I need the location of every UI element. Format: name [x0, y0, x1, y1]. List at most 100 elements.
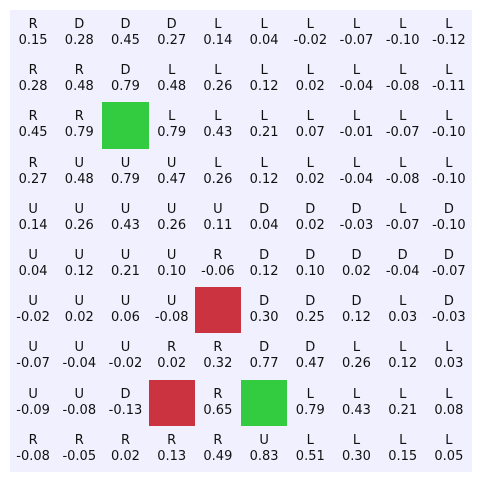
- value-label: 0.32: [203, 356, 233, 372]
- grid-cell: U -0.02: [10, 287, 56, 333]
- value-label: -0.01: [339, 125, 374, 141]
- value-label: 0.10: [157, 264, 187, 280]
- value-label: 0.02: [157, 356, 187, 372]
- value-label: 0.47: [157, 171, 187, 187]
- value-label: -0.09: [16, 402, 50, 418]
- grid-cell: D 0.12: [241, 241, 287, 287]
- grid-cell: L -0.07: [333, 10, 379, 56]
- value-label: 0.02: [295, 217, 325, 233]
- action-label: L: [306, 63, 314, 79]
- value-label: -0.08: [385, 79, 420, 95]
- value-label: 0.12: [388, 356, 418, 372]
- action-label: U: [259, 432, 269, 448]
- grid-cell: U 0.14: [10, 195, 56, 241]
- grid-cell: L 0.02: [287, 149, 333, 195]
- action-label: R: [74, 432, 84, 448]
- action-label: L: [260, 109, 268, 125]
- grid-cell: D 0.45: [102, 10, 148, 56]
- grid-cell: R -0.06: [195, 241, 241, 287]
- action-label: U: [120, 155, 131, 171]
- action-label: R: [28, 155, 38, 171]
- value-label: 0.11: [203, 217, 233, 233]
- action-label: L: [168, 63, 176, 79]
- grid-cell: L 0.02: [287, 56, 333, 102]
- value-label: 0.45: [111, 33, 140, 49]
- grid-cell: D 0.28: [56, 10, 102, 56]
- grid-cell: D -0.03: [426, 287, 472, 333]
- action-label: R: [28, 63, 38, 79]
- action-label: U: [166, 201, 177, 217]
- grid-cell: U 0.21: [102, 241, 148, 287]
- value-label: 0.04: [249, 33, 279, 49]
- action-label: D: [74, 17, 85, 33]
- value-label: -0.02: [16, 310, 50, 326]
- goal-cell: [102, 102, 149, 149]
- grid-cell: U 0.02: [56, 287, 102, 333]
- grid-cell: R 0.79: [56, 102, 102, 148]
- grid-cell: U 0.79: [102, 149, 148, 195]
- value-label: 0.43: [342, 402, 371, 418]
- action-label: L: [260, 155, 268, 171]
- grid-cell: U -0.09: [10, 380, 56, 426]
- grid-cell: R 0.49: [195, 426, 241, 472]
- action-label: L: [352, 155, 361, 171]
- value-label: -0.11: [432, 79, 466, 95]
- value-label: 0.28: [64, 33, 94, 49]
- value-label: 0.05: [434, 448, 464, 464]
- action-label: U: [166, 155, 177, 171]
- value-label: -0.10: [432, 171, 466, 187]
- grid-cell: R 0.28: [10, 56, 56, 102]
- grid-cell: L 0.03: [426, 333, 472, 379]
- value-label: 0.02: [295, 79, 325, 95]
- action-label: U: [28, 386, 38, 402]
- action-label: L: [214, 17, 222, 33]
- value-label: -0.04: [62, 356, 97, 372]
- action-label: U: [28, 294, 38, 310]
- action-label: U: [120, 294, 131, 310]
- grid-cell: U 0.04: [10, 241, 56, 287]
- grid-cell: D 0.27: [149, 10, 195, 56]
- action-label: R: [213, 386, 223, 402]
- action-label: L: [399, 17, 407, 33]
- value-label: 0.79: [295, 402, 325, 418]
- action-label: U: [28, 248, 38, 264]
- action-label: D: [259, 340, 270, 356]
- grid-cell: L 0.04: [241, 10, 287, 56]
- action-label: U: [166, 294, 177, 310]
- action-label: U: [74, 201, 85, 217]
- grid-cell: R -0.08: [10, 426, 56, 472]
- value-label: -0.13: [108, 402, 143, 418]
- action-label: L: [445, 386, 453, 402]
- grid-cell: D 0.02: [333, 241, 379, 287]
- action-label: L: [352, 109, 361, 125]
- goal-square: [102, 102, 149, 149]
- action-label: U: [28, 201, 38, 217]
- action-label: L: [445, 340, 453, 356]
- grid-cell: D 0.02: [287, 195, 333, 241]
- action-label: L: [306, 109, 314, 125]
- action-label: L: [445, 155, 453, 171]
- hazard-square: [148, 379, 195, 426]
- grid-cell: R 0.13: [149, 426, 195, 472]
- value-label: 0.45: [18, 125, 48, 141]
- value-label: -0.08: [16, 448, 50, 464]
- value-label: 0.04: [249, 217, 279, 233]
- grid-cell: U 0.11: [195, 195, 241, 241]
- action-label: D: [305, 294, 316, 310]
- action-label: L: [445, 63, 453, 79]
- grid-cell: D 0.12: [333, 287, 379, 333]
- grid-cell: L 0.03: [380, 287, 426, 333]
- action-label: R: [28, 432, 38, 448]
- grid-cell: L 0.12: [241, 149, 287, 195]
- grid-cell: U 0.47: [149, 149, 195, 195]
- grid-cell: D -0.07: [426, 241, 472, 287]
- action-label: R: [120, 432, 130, 448]
- value-label: 0.03: [388, 310, 418, 326]
- grid-cell: U -0.02: [102, 333, 148, 379]
- value-label: 0.14: [18, 217, 48, 233]
- action-label: R: [167, 432, 177, 448]
- grid-cell: R 0.32: [195, 333, 241, 379]
- grid-cell: U -0.04: [56, 333, 102, 379]
- grid-cell: U 0.10: [149, 241, 195, 287]
- hazard-cell: [148, 379, 195, 426]
